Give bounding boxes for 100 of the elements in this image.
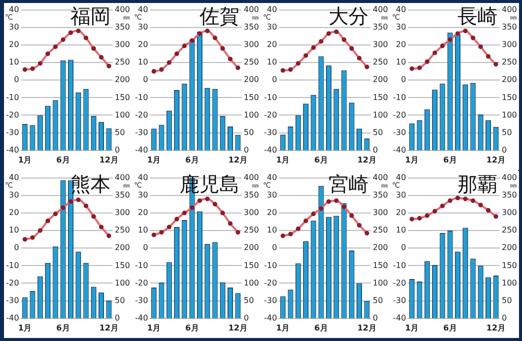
chart-title: 宮崎 (328, 172, 369, 196)
y2-tick-label: 400 (114, 172, 130, 182)
y-tick-label: 40 (396, 172, 406, 182)
y2-tick-label: 300 (114, 40, 130, 50)
y-tick-label: 0 (272, 243, 278, 252)
y2-tick-label: 350 (114, 22, 130, 32)
y-tick-label: -40 (6, 313, 20, 322)
y2-tick-label: 350 (372, 22, 388, 32)
y-tick-label: -20 (134, 278, 148, 288)
x-tick-label: 6月 (185, 323, 199, 332)
y-tick-label: 30 (8, 22, 20, 32)
y-tick-label: 10 (266, 58, 278, 67)
y2-tick-label: 400 (502, 4, 518, 14)
y2-tick-label: 50 (372, 128, 383, 137)
x-tick-label: 6月 (443, 323, 457, 332)
y-tick-label: -30 (392, 128, 406, 137)
y2-tick-label: 150 (372, 92, 388, 102)
y-tick-label: -30 (264, 296, 278, 305)
y2-tick-label: 100 (372, 110, 388, 120)
x-tick-label: 6月 (56, 323, 70, 332)
y-tick-label: -40 (264, 313, 278, 322)
y-tick-label: 0 (14, 75, 20, 84)
x-tick-label: 1月 (276, 155, 290, 164)
y2-tick-label: 50 (114, 296, 125, 305)
y2-tick-label: 150 (244, 260, 260, 270)
chart-title: 大分 (328, 4, 369, 28)
chart-title: 佐賀 (200, 4, 240, 28)
y2-tick-label: 200 (372, 75, 388, 84)
y2-tick-label: 250 (244, 226, 260, 235)
y2-tick-label: 200 (502, 75, 518, 84)
y2-tick-label: 350 (372, 190, 388, 200)
y2-tick-label: 100 (114, 278, 130, 288)
x-tick-label: 1月 (18, 323, 32, 332)
y-tick-label: 30 (396, 22, 406, 32)
y2-tick-label: 0 (372, 313, 378, 322)
y2-tick-label: 400 (372, 172, 388, 182)
y2-tick-label: 100 (114, 110, 130, 120)
y2-tick-label: 150 (502, 92, 518, 102)
y-tick-label: -10 (264, 260, 278, 270)
x-tick-label: 1月 (18, 155, 32, 164)
y2-tick-label: 250 (372, 58, 388, 67)
x-tick-label: 12月 (228, 155, 248, 164)
y2-tick-label: 350 (114, 190, 130, 200)
x-tick-label: 6月 (185, 155, 199, 164)
y-tick-label: 20 (8, 40, 20, 50)
y2-tick-label: 250 (114, 58, 130, 67)
y-tick-label: -30 (6, 128, 20, 137)
x-tick-label: 12月 (228, 323, 248, 332)
y-tick-label: -30 (392, 296, 406, 305)
y-tick-label: 20 (396, 40, 406, 50)
x-tick-label: 1月 (405, 155, 419, 164)
y2-tick-label: 400 (502, 172, 518, 182)
y2-tick-label: 0 (114, 145, 120, 154)
y2-tick-label: 150 (114, 92, 130, 102)
y2-tick-label: 350 (244, 22, 260, 32)
y2-tick-label: 300 (244, 40, 260, 50)
y2-tick-label: 50 (244, 296, 254, 305)
y-tick-label: 0 (142, 75, 148, 84)
y-tick-label: -20 (264, 278, 278, 288)
x-tick-label: 12月 (357, 323, 376, 332)
y-tick-label: -40 (6, 145, 20, 154)
y-tick-label: -20 (6, 110, 20, 120)
y2-tick-label: 300 (372, 40, 388, 50)
y-tick-label: 40 (396, 4, 406, 14)
x-tick-label: 6月 (314, 155, 328, 164)
y-tick-label: 30 (396, 190, 406, 200)
x-tick-label: 1月 (276, 323, 290, 332)
y-tick-label: 40 (8, 172, 20, 182)
y-tick-label: -10 (264, 92, 278, 102)
y-tick-label: 40 (266, 4, 278, 14)
y2-tick-label: 400 (114, 4, 130, 14)
y-tick-label: -20 (392, 110, 406, 120)
y-tick-label: 40 (266, 172, 278, 182)
y2-tick-label: 200 (502, 243, 518, 252)
y-tick-label: -20 (392, 278, 406, 288)
y-tick-label: 10 (8, 226, 20, 235)
y2-tick-label: 150 (244, 92, 260, 102)
y2-tick-label: 150 (502, 260, 518, 270)
y-tick-label: -20 (134, 110, 148, 120)
y-tick-label: -40 (392, 145, 406, 154)
y2-tick-label: 100 (502, 278, 518, 288)
y-tick-label: -10 (134, 92, 148, 102)
y2-tick-label: 400 (372, 4, 388, 14)
x-tick-label: 1月 (147, 155, 161, 164)
y2-tick-label: 50 (502, 296, 512, 305)
x-tick-label: 6月 (443, 155, 457, 164)
y-tick-label: 20 (266, 40, 278, 50)
y-tick-label: -30 (134, 128, 148, 137)
y2-tick-label: 300 (502, 40, 518, 50)
y2-tick-label: 200 (114, 243, 130, 252)
y2-tick-label: 150 (372, 260, 388, 270)
y2-tick-label: 100 (372, 278, 388, 288)
y-tick-label: 30 (266, 22, 278, 32)
y-tick-label: 20 (138, 40, 148, 50)
y-tick-label: 40 (8, 4, 20, 14)
y-tick-label: -20 (6, 278, 20, 288)
y2-tick-label: 250 (502, 58, 518, 67)
y2-tick-label: 50 (244, 128, 254, 137)
y2-tick-label: 0 (244, 145, 249, 154)
y2-tick-label: 250 (502, 226, 518, 235)
